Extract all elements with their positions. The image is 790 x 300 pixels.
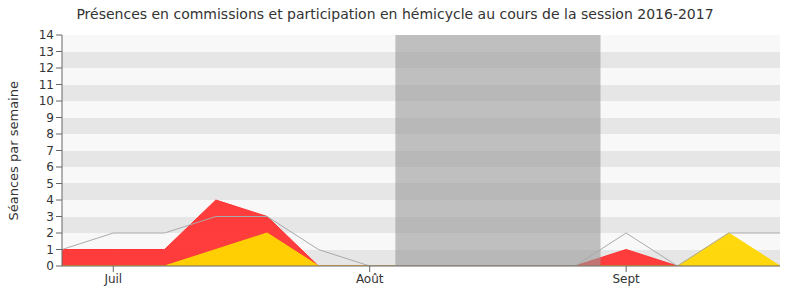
svg-text:7: 7 <box>46 144 54 158</box>
svg-text:11: 11 <box>39 78 54 92</box>
svg-text:Sept: Sept <box>612 272 640 286</box>
svg-text:1: 1 <box>46 243 54 257</box>
svg-text:5: 5 <box>46 177 54 191</box>
svg-text:2: 2 <box>46 226 54 240</box>
svg-text:0: 0 <box>46 259 54 273</box>
svg-text:6: 6 <box>46 160 54 174</box>
svg-text:10: 10 <box>39 94 54 108</box>
svg-text:Août: Août <box>356 272 384 286</box>
html-text:Présences en commissions et pa: Présences en commissions et participatio… <box>76 6 714 22</box>
svg-text:9: 9 <box>46 111 54 125</box>
svg-text:Juil: Juil <box>103 272 122 286</box>
svg-text:12: 12 <box>39 61 54 75</box>
svg-text:4: 4 <box>46 193 54 207</box>
svg-text:14: 14 <box>39 28 54 42</box>
svg-text:3: 3 <box>46 210 54 224</box>
svg-text:Séances par semaine: Séances par semaine <box>6 81 21 220</box>
svg-text:13: 13 <box>39 45 54 59</box>
svg-text:8: 8 <box>46 127 54 141</box>
